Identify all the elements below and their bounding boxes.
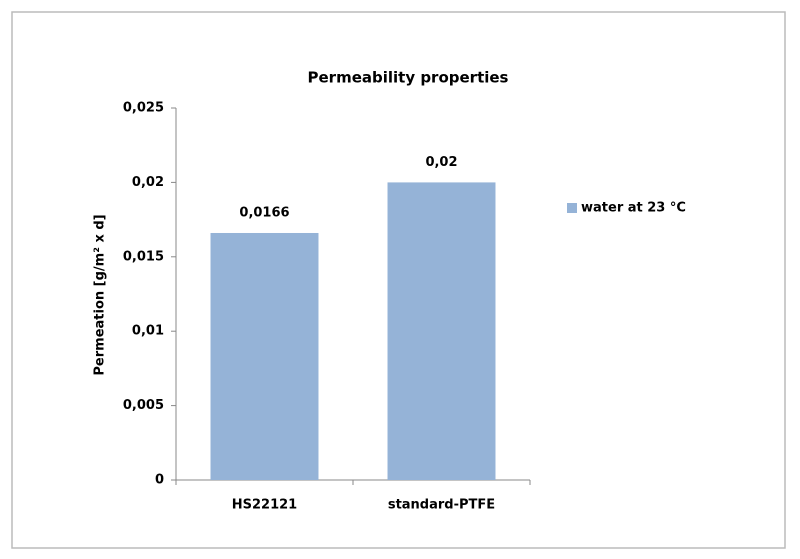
y-tick-label: 0,005 <box>123 398 164 413</box>
x-tick-label: HS22121 <box>232 498 297 513</box>
x-tick-label: standard-PTFE <box>388 498 495 513</box>
y-tick-label: 0,02 <box>132 175 164 190</box>
y-tick-label: 0,015 <box>123 249 164 264</box>
y-axis-label: Permeation [g/m² x d] <box>93 214 108 375</box>
bar <box>387 182 496 480</box>
data-label: 0,0166 <box>239 205 289 220</box>
legend-swatch <box>567 203 577 213</box>
y-tick-label: 0,01 <box>132 324 164 339</box>
data-label: 0,02 <box>425 155 457 170</box>
y-tick-label: 0,025 <box>123 101 164 116</box>
legend-label: water at 23 °C <box>581 201 686 216</box>
bar <box>210 232 319 480</box>
chart-title: Permeability properties <box>308 69 509 87</box>
y-tick-label: 0 <box>155 473 164 488</box>
